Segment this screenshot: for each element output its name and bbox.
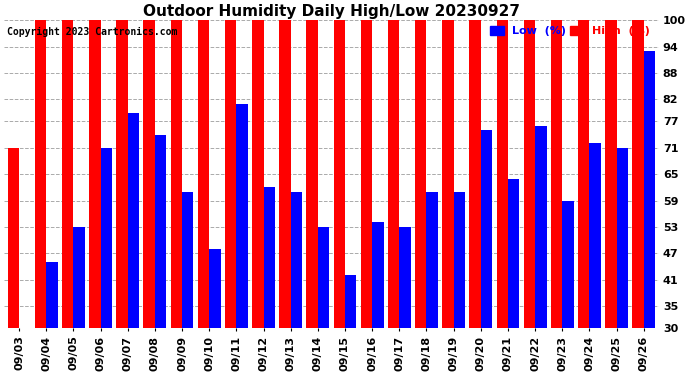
Bar (508, 178, 520, 328)
Bar (632, 20, 644, 328)
Bar (469, 20, 481, 328)
Bar (318, 227, 329, 328)
Bar (481, 130, 492, 328)
Bar (388, 20, 400, 328)
Bar (578, 20, 589, 328)
Bar (400, 227, 411, 328)
Bar (101, 148, 112, 328)
Bar (170, 20, 182, 328)
Bar (73, 227, 85, 328)
Bar (209, 249, 221, 328)
Bar (117, 20, 128, 328)
Bar (155, 135, 166, 328)
Bar (415, 20, 426, 328)
Title: Outdoor Humidity Daily High/Low 20230927: Outdoor Humidity Daily High/Low 20230927 (143, 4, 520, 19)
Text: Copyright 2023 Cartronics.com: Copyright 2023 Cartronics.com (8, 27, 178, 36)
Bar (426, 192, 438, 328)
Bar (89, 20, 101, 328)
Legend: Low  (%), High  (%): Low (%), High (%) (490, 26, 650, 36)
Bar (225, 20, 237, 328)
Bar (453, 192, 465, 328)
Bar (361, 20, 372, 328)
Bar (372, 222, 384, 328)
Bar (562, 201, 573, 328)
Bar (333, 20, 345, 328)
Bar (198, 20, 209, 328)
Bar (617, 148, 628, 328)
Bar (589, 143, 601, 328)
Bar (290, 192, 302, 328)
Bar (497, 20, 508, 328)
Bar (144, 20, 155, 328)
Bar (8, 148, 19, 328)
Bar (264, 188, 275, 328)
Bar (46, 262, 58, 328)
Bar (524, 20, 535, 328)
Bar (345, 275, 357, 328)
Bar (252, 20, 264, 328)
Bar (62, 20, 73, 328)
Bar (442, 20, 453, 328)
Bar (605, 20, 617, 328)
Bar (182, 192, 193, 328)
Bar (551, 20, 562, 328)
Bar (35, 20, 46, 328)
Bar (644, 51, 655, 328)
Bar (535, 126, 546, 328)
Bar (237, 104, 248, 328)
Bar (306, 20, 318, 328)
Bar (279, 20, 290, 328)
Bar (128, 112, 139, 328)
